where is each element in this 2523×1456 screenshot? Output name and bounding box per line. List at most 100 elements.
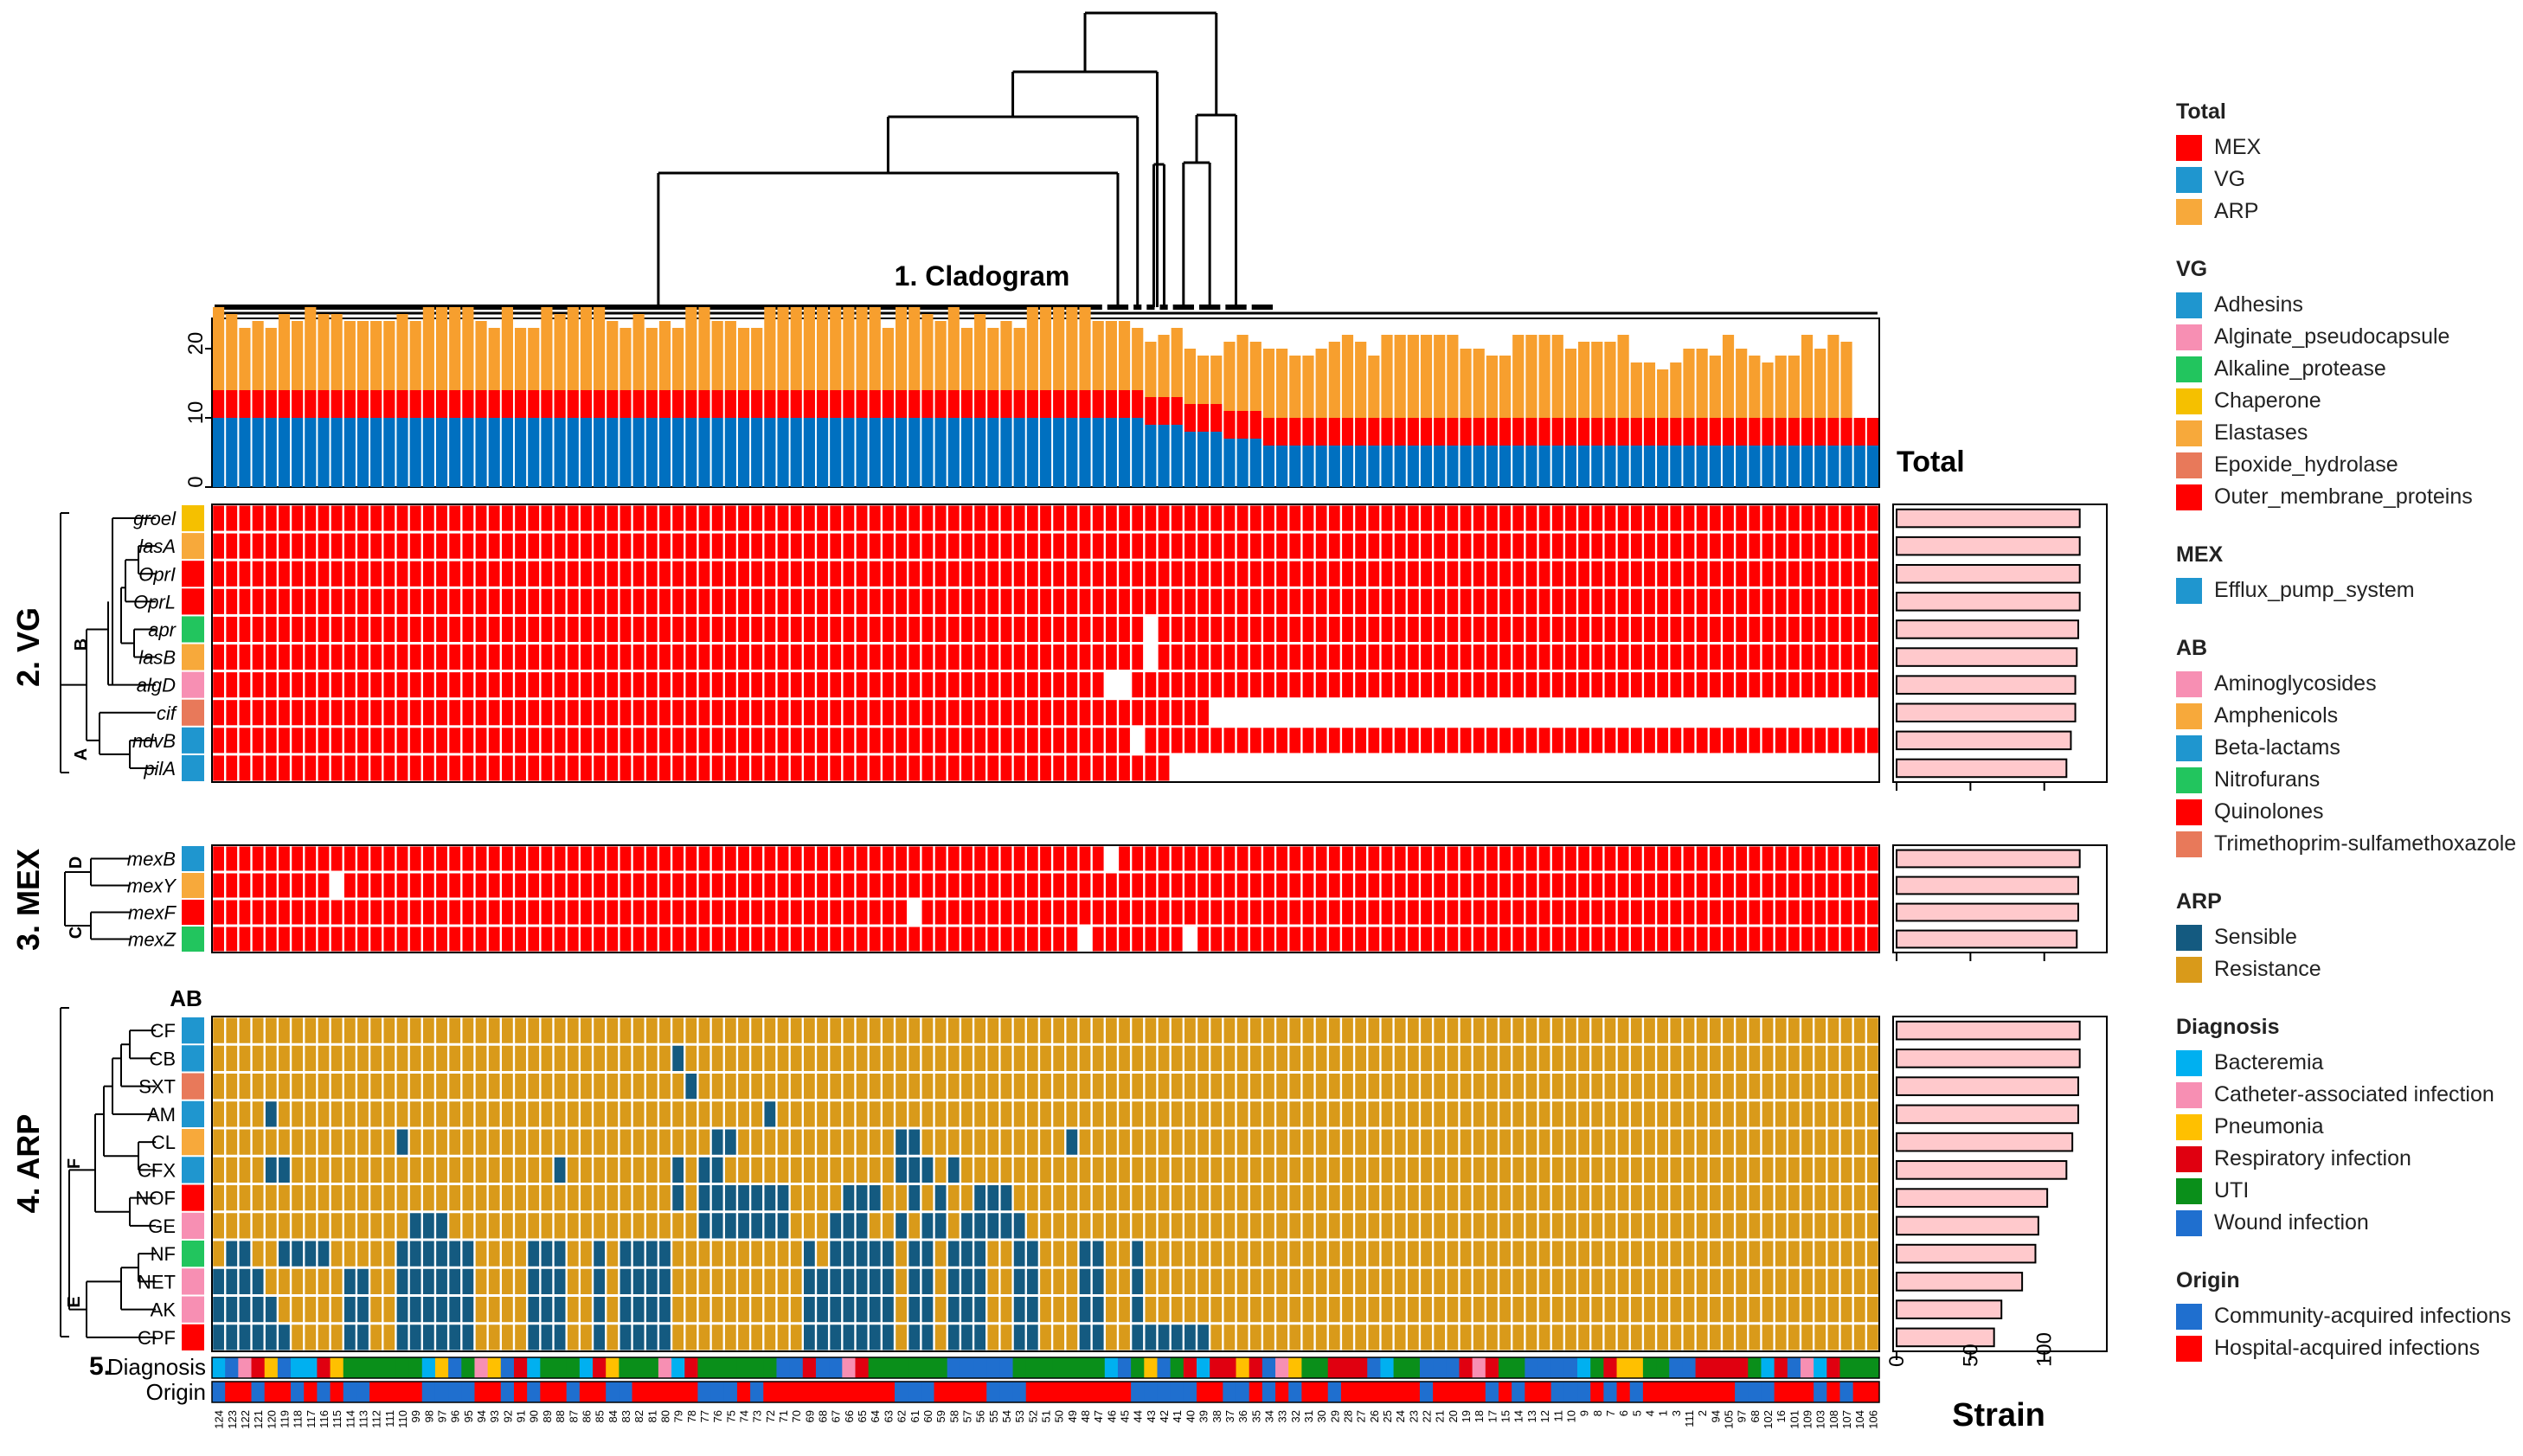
vg-cell (1775, 533, 1787, 559)
strain-tick: 120 (265, 1410, 278, 1429)
arp-cell (1473, 1241, 1485, 1267)
arp-cell (1853, 1268, 1865, 1294)
vg-count-bar (1896, 675, 2077, 695)
diagnosis-cell (842, 1357, 856, 1378)
mex-cell (1092, 927, 1104, 952)
mex-cell (1368, 900, 1380, 925)
vg-cell (817, 616, 828, 642)
arp-cell (1040, 1297, 1051, 1323)
vg-cell (1788, 533, 1800, 559)
mex-cell (830, 846, 842, 871)
vg-cell (1040, 616, 1051, 642)
diagnosis-cell (881, 1357, 896, 1378)
arp-cell (1617, 1297, 1629, 1323)
mex-cell (1407, 900, 1419, 925)
strain-tick: 13 (1525, 1410, 1538, 1422)
vg-cell (528, 616, 540, 642)
arp-cell (292, 1325, 304, 1350)
strain-tick: 7 (1604, 1410, 1617, 1416)
arp-cell (1328, 1268, 1340, 1294)
strain-tick: 104 (1853, 1410, 1866, 1429)
arp-cell (1657, 1129, 1669, 1155)
vg-cell (659, 533, 671, 559)
vg-cell (1184, 672, 1196, 698)
strain-tick: 43 (1145, 1410, 1158, 1422)
stack-bar-vg (1749, 418, 1761, 446)
mex-cell (462, 873, 474, 898)
arp-cell (581, 1157, 592, 1183)
legend-label: Epoxide_hydrolase (2214, 452, 2398, 477)
mex-cell (1814, 873, 1826, 898)
arp-cell (764, 1074, 776, 1100)
mex-cell (370, 900, 382, 925)
arp-cell (1775, 1129, 1787, 1155)
vg-cell (947, 645, 960, 670)
mex-cell (1827, 900, 1839, 925)
arp-cell (1657, 1297, 1669, 1323)
arp-cell (1381, 1297, 1393, 1323)
stack-bar-vg (830, 390, 842, 418)
vg-cell (1407, 505, 1419, 531)
arp-cell (1617, 1268, 1629, 1294)
arp-cell (1434, 1017, 1446, 1043)
vg-cell (921, 645, 934, 670)
arp-cell (1013, 1101, 1025, 1127)
arp-cell (1040, 1045, 1051, 1071)
vg-cell (1092, 533, 1104, 559)
stack-bar-arp (1328, 342, 1340, 418)
origin-cell (356, 1382, 370, 1402)
vg-cell (343, 755, 356, 781)
vg-cell (1853, 588, 1865, 614)
mex-cell (1709, 846, 1721, 871)
vg-cell (961, 505, 973, 531)
arp-cell (1867, 1045, 1878, 1071)
mex-cell (515, 873, 526, 898)
origin-cell (736, 1382, 751, 1402)
arp-cell (1867, 1101, 1878, 1127)
arp-cell (528, 1129, 540, 1155)
arp-cell (475, 1074, 487, 1100)
arp-cell (1394, 1129, 1406, 1155)
arp-cell (1827, 1017, 1839, 1043)
stack-bar-arp (1525, 335, 1538, 418)
vg-cell (1630, 616, 1642, 642)
vg-cell (1066, 588, 1078, 614)
origin-cell (619, 1382, 633, 1402)
arp-cell (1132, 1185, 1144, 1211)
vg-cell (1263, 561, 1274, 587)
arp-cell (1040, 1074, 1051, 1100)
diagnosis-cell (999, 1357, 1014, 1378)
vg-cell (292, 672, 304, 698)
arp-cell (370, 1017, 382, 1043)
vg-cell (1249, 505, 1262, 531)
mex-cell (1814, 846, 1826, 871)
mex-cell (843, 900, 855, 925)
vg-cell (1092, 700, 1104, 726)
vg-cell (1617, 616, 1629, 642)
vg-cell (1276, 561, 1288, 587)
mex-cell (594, 873, 605, 898)
arp-cell (292, 1213, 304, 1239)
vg-cell (1066, 533, 1078, 559)
vg-cell (1210, 533, 1223, 559)
arp-cell (1736, 1157, 1748, 1183)
arp-cell (843, 1213, 855, 1239)
arp-cell (1512, 1157, 1525, 1183)
vg-cell (632, 616, 645, 642)
vg-cell (279, 755, 290, 781)
stack-bar-arp (1630, 362, 1642, 418)
diagnosis-cell (1761, 1357, 1775, 1378)
mex-cell (987, 846, 999, 871)
mex-cell (554, 873, 566, 898)
diagnosis-cell (895, 1357, 908, 1378)
vg-cell (856, 645, 868, 670)
mex-cell (1053, 873, 1065, 898)
arp-cell (1276, 1297, 1288, 1323)
vg-cell (803, 645, 815, 670)
arp-cell (515, 1325, 526, 1350)
vg-cell (1434, 505, 1446, 531)
vg-cell (1355, 533, 1367, 559)
arp-cell (817, 1213, 828, 1239)
mex-cell (830, 927, 842, 952)
vg-cell (1578, 505, 1589, 531)
